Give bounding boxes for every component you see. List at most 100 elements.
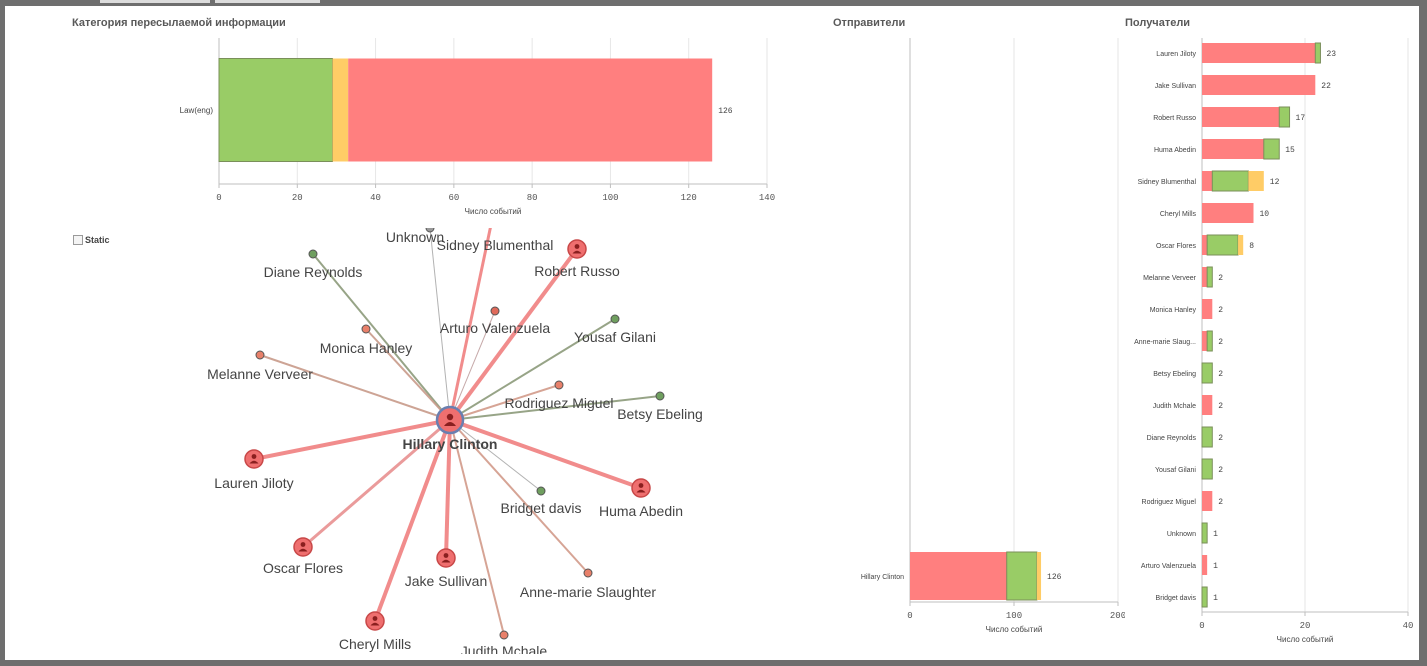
node-circle xyxy=(255,350,265,360)
node-circle xyxy=(631,478,651,498)
recipients-value-label: 2 xyxy=(1218,306,1223,315)
recipients-panel-title: Получатели xyxy=(1125,17,1191,29)
network-node[interactable]: Monica Hanley xyxy=(320,324,413,356)
node-circle xyxy=(499,630,509,640)
sheet-tab-indicator[interactable] xyxy=(100,0,210,3)
network-edge xyxy=(302,418,451,549)
node-label: Monica Hanley xyxy=(320,340,413,356)
category-bar-chart: 0 20 40 60 80 100 120 140 Число событий Law(eng) 1… xyxy=(180,38,775,216)
person-icon xyxy=(300,542,306,547)
static-label: Static xyxy=(85,235,110,245)
category-tick-label: 20 xyxy=(292,193,303,203)
recipients-category-label: Robert Russo xyxy=(1153,115,1196,122)
node-circle xyxy=(244,449,264,469)
recipients-category-label: Anne-marie Slaug... xyxy=(1134,339,1196,346)
static-checkbox[interactable] xyxy=(73,235,83,245)
node-label: Diane Reynolds xyxy=(264,264,363,280)
sheet-tab-indicator-2[interactable] xyxy=(215,0,320,3)
recipients-bar-green xyxy=(1201,586,1208,608)
network-node[interactable]: Robert Russo xyxy=(534,239,620,279)
network-node[interactable]: Rodriguez Miguel xyxy=(505,380,614,411)
network-node[interactable]: Jake Sullivan xyxy=(405,548,488,589)
network-node[interactable]: Cheryl Mills xyxy=(339,611,411,652)
network-node[interactable]: Betsy Ebeling xyxy=(617,391,703,422)
node-label: Anne-marie Slaughter xyxy=(520,584,657,600)
static-toggle[interactable]: Static xyxy=(73,235,110,245)
recipients-bar-red xyxy=(1202,491,1213,511)
recipients-value-label: 2 xyxy=(1218,370,1223,379)
recipients-bar-green xyxy=(1314,42,1321,64)
recipients-value-label: 17 xyxy=(1296,114,1306,123)
network-node[interactable]: Yousaf Gilani xyxy=(574,314,656,345)
network-edge xyxy=(312,253,451,421)
node-circle xyxy=(308,249,318,259)
recipients-bar-green xyxy=(1206,234,1239,256)
senders-bar-chart: 0 100 200 Число событий Hillary Clinton 126 xyxy=(861,38,1125,634)
recipients-value-label: 1 xyxy=(1213,562,1218,571)
network-node[interactable]: Lauren Jiloty xyxy=(214,449,294,491)
node-circle xyxy=(583,568,593,578)
person-icon-body xyxy=(249,460,259,464)
category-bar-green xyxy=(218,58,334,162)
network-edge xyxy=(449,419,542,492)
recipients-bar-red xyxy=(1202,139,1264,159)
node-label: Betsy Ebeling xyxy=(617,406,703,422)
node-label: Robert Russo xyxy=(534,263,620,279)
senders-bar-red xyxy=(910,552,1007,600)
recipients-bar-green xyxy=(1201,458,1213,480)
recipients-value-label: 2 xyxy=(1218,466,1223,475)
recipients-category-label: Unknown xyxy=(1167,531,1196,538)
network-edge xyxy=(449,419,589,574)
recipients-value-label: 2 xyxy=(1218,402,1223,411)
node-label: Jake Sullivan xyxy=(405,573,488,589)
network-node[interactable]: Sidney Blumenthal xyxy=(437,228,554,253)
network-node[interactable]: Judith Mchale xyxy=(461,630,548,654)
network-edge xyxy=(259,354,451,421)
network-node[interactable]: Bridget davis xyxy=(501,486,582,516)
network-node[interactable]: Diane Reynolds xyxy=(264,249,363,280)
recipients-category-label: Cheryl Mills xyxy=(1160,211,1197,218)
network-center-node[interactable]: Hillary Clinton xyxy=(403,405,498,452)
person-icon-body xyxy=(572,250,582,254)
node-circle xyxy=(610,314,620,324)
recipients-value-label: 8 xyxy=(1249,242,1254,251)
network-node[interactable]: Unknown xyxy=(386,228,444,245)
network-node[interactable]: Anne-marie Slaughter xyxy=(520,568,657,600)
node-circle xyxy=(490,306,500,316)
recipients-category-label: Sidney Blumenthal xyxy=(1138,179,1197,186)
category-bar-red xyxy=(348,58,713,162)
recipients-bar-red xyxy=(1202,75,1316,95)
senders-panel-title: Отправители xyxy=(833,17,906,29)
person-icon xyxy=(443,553,449,558)
recipients-value-label: 15 xyxy=(1285,146,1295,155)
network-node[interactable]: Melanne Verveer xyxy=(207,350,313,382)
recipients-bar-red xyxy=(1202,171,1213,191)
category-category-label: Law(eng) xyxy=(180,106,214,115)
recipients-tick-label: 20 xyxy=(1300,621,1311,631)
recipients-x-axis-title: Число событий xyxy=(1277,635,1334,644)
senders-bar-green xyxy=(1006,551,1038,601)
recipients-category-label: Betsy Ebeling xyxy=(1153,371,1196,378)
network-node[interactable]: Arturo Valenzuela xyxy=(440,306,550,336)
recipients-bar-red xyxy=(1202,299,1213,319)
recipients-bar-red xyxy=(1202,395,1213,415)
recipients-bar-green xyxy=(1201,522,1208,544)
recipients-value-label: 2 xyxy=(1218,498,1223,507)
senders-value-label: 126 xyxy=(1047,573,1062,582)
network-node[interactable]: Oscar Flores xyxy=(263,537,343,576)
network-node[interactable]: Huma Abedin xyxy=(599,478,683,519)
senders-tick-label: 0 xyxy=(907,611,912,621)
top-strip xyxy=(0,0,1427,6)
recipients-value-label: 2 xyxy=(1218,434,1223,443)
category-panel-title: Категория пересылаемой информации xyxy=(72,17,286,29)
category-tick-label: 60 xyxy=(448,193,459,203)
recipients-value-label: 1 xyxy=(1213,594,1218,603)
recipients-category-label: Jake Sullivan xyxy=(1155,83,1196,90)
node-label: Rodriguez Miguel xyxy=(505,395,614,411)
recipients-bar-yellow xyxy=(1238,235,1244,255)
person-icon-body xyxy=(444,422,456,426)
recipients-category-label: Melanne Verveer xyxy=(1143,275,1197,282)
recipients-bar-red xyxy=(1202,203,1254,223)
recipients-value-label: 12 xyxy=(1270,178,1280,187)
